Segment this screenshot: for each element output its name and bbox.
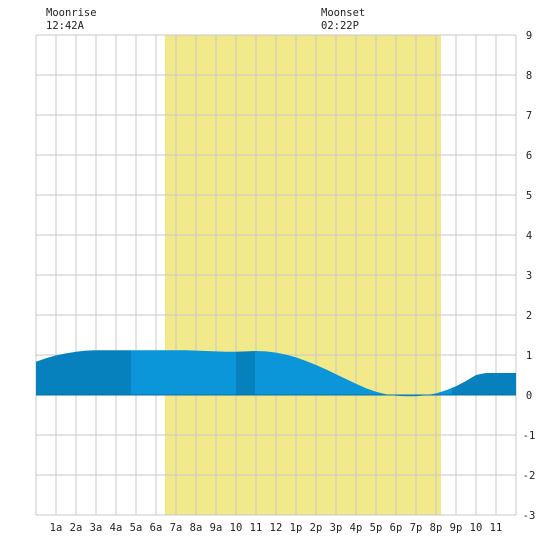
x-tick-label: 4p [350,522,363,534]
x-tick-label: 2p [310,522,323,534]
x-tick-label: 8a [190,522,203,534]
x-tick-label: 7p [410,522,423,534]
y-tick-label: 0 [526,390,532,402]
x-tick-label: 1p [290,522,303,534]
y-tick-label: -3 [523,510,536,522]
moonset-time: 02:22P [321,20,359,32]
y-tick-label: 6 [526,150,532,162]
y-tick-label: -1 [523,430,536,442]
moonrise-title: Moonrise [46,7,97,19]
tide-area-segment-0 [36,350,131,397]
y-tick-label: 1 [526,350,532,362]
y-tick-label: 4 [526,230,532,242]
x-tick-label: 5a [130,522,143,534]
x-tick-label: 10 [470,522,483,534]
x-tick-label: 1a [50,522,63,534]
y-tick-label: 7 [526,110,532,122]
x-tick-label: 7a [170,522,183,534]
x-tick-label: 9a [210,522,223,534]
y-tick-label: 5 [526,190,532,202]
x-axis-ticks: 1a 2a 3a 4a 5a 6a 7a 8a 9a 10 11 12 1p 2p 3p 4p 5p 6p 7p 8p… [50,522,503,534]
x-tick-label: 11 [250,522,263,534]
x-tick-label: 10 [230,522,243,534]
y-axis-ticks: -3 -2 -1 0 1 2 3 4 5 6 7 8 9 [523,30,536,522]
x-tick-label: 3p [330,522,343,534]
x-tick-label: 2a [70,522,83,534]
y-tick-label: 9 [526,30,532,42]
x-tick-label: 3a [90,522,103,534]
x-tick-label: 6a [150,522,163,534]
moonset-title: Moonset [321,7,365,19]
tide-area-segment-2 [236,350,255,397]
y-tick-label: 8 [526,70,532,82]
x-tick-label: 4a [110,522,123,534]
x-tick-label: 5p [370,522,383,534]
grid-layer [35,34,517,516]
y-tick-label: 2 [526,310,532,322]
x-tick-label: 12 [270,522,283,534]
x-tick-label: 8p [430,522,443,534]
x-tick-label: 6p [390,522,403,534]
x-tick-label: 11 [490,522,503,534]
y-tick-label: -2 [523,470,536,482]
tide-area-segment-1 [131,350,236,397]
moonrise-time: 12:42A [46,20,85,32]
annotations: Moonrise 12:42A Moonset 02:22P [46,7,365,32]
x-tick-label: 9p [450,522,463,534]
y-tick-label: 3 [526,270,532,282]
